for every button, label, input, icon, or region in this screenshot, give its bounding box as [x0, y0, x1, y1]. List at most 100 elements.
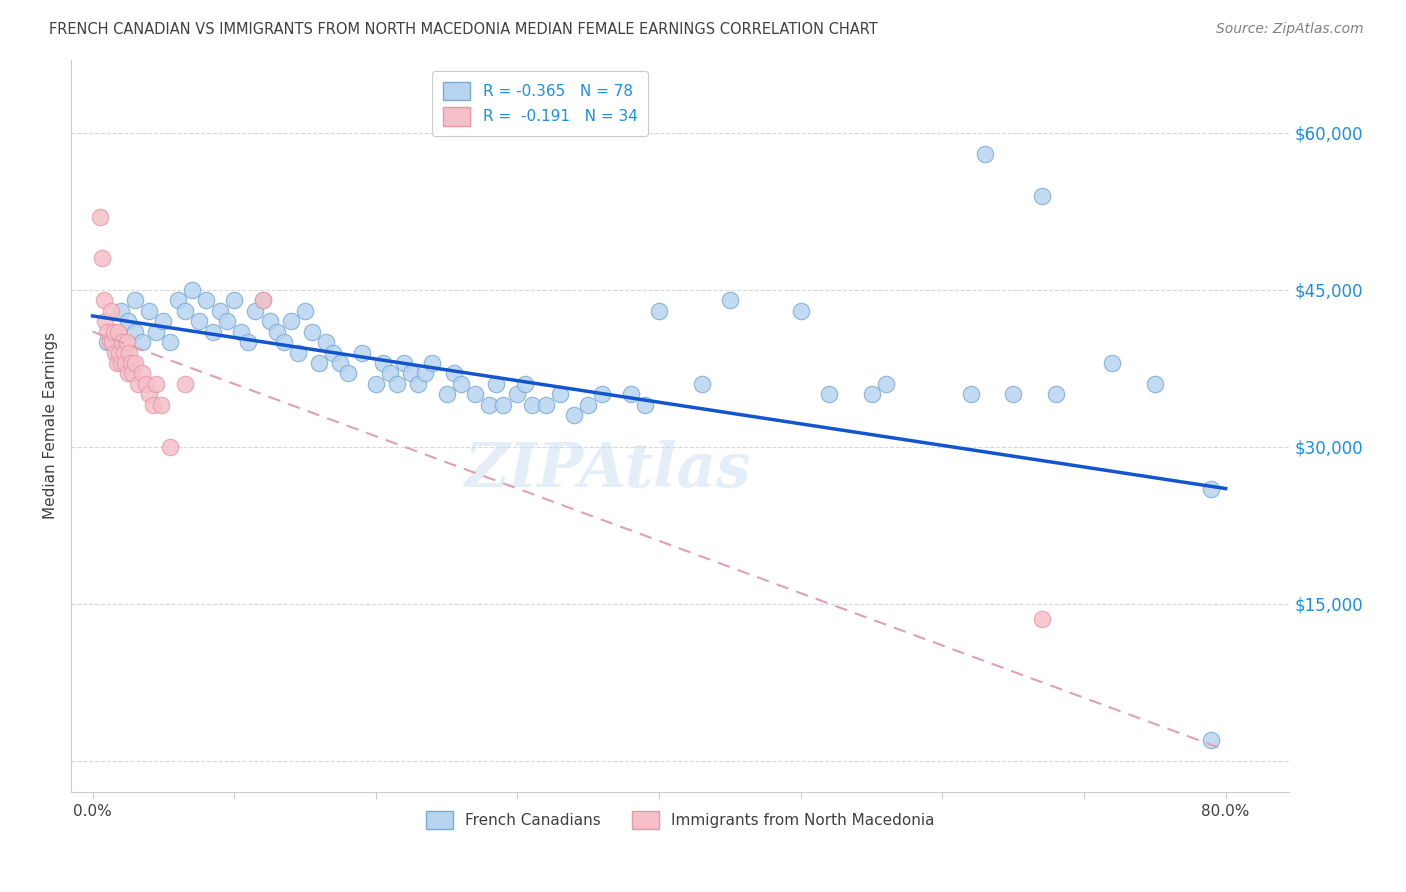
Point: [464, 387, 486, 401]
Point: [138, 387, 160, 401]
Point: [159, 440, 181, 454]
Point: [101, 334, 124, 349]
Point: [399, 367, 422, 381]
Point: [1031, 612, 1053, 626]
Point: [142, 398, 165, 412]
Text: FRENCH CANADIAN VS IMMIGRANTS FROM NORTH MACEDONIA MEDIAN FEMALE EARNINGS CORREL: FRENCH CANADIAN VS IMMIGRANTS FROM NORTH…: [49, 22, 877, 37]
Point: [591, 387, 613, 401]
Point: [315, 334, 337, 349]
Point: [385, 376, 408, 391]
Point: [245, 303, 267, 318]
Point: [959, 387, 981, 401]
Point: [98, 334, 121, 349]
Point: [217, 314, 239, 328]
Point: [1101, 356, 1123, 370]
Y-axis label: Median Female Earnings: Median Female Earnings: [44, 332, 58, 519]
Point: [252, 293, 274, 308]
Point: [273, 334, 295, 349]
Point: [294, 303, 316, 318]
Point: [93, 293, 115, 308]
Point: [322, 345, 344, 359]
Point: [1201, 732, 1223, 747]
Point: [1002, 387, 1025, 401]
Point: [1143, 376, 1166, 391]
Point: [350, 345, 373, 359]
Point: [121, 367, 143, 381]
Text: ZIPAtlas: ZIPAtlas: [464, 440, 751, 500]
Point: [120, 356, 142, 370]
Point: [159, 334, 181, 349]
Point: [548, 387, 571, 401]
Point: [145, 325, 167, 339]
Point: [371, 356, 394, 370]
Point: [231, 325, 253, 339]
Point: [408, 376, 430, 391]
Point: [100, 303, 122, 318]
Point: [860, 387, 883, 401]
Point: [173, 303, 195, 318]
Point: [194, 293, 217, 308]
Point: [117, 367, 139, 381]
Point: [111, 334, 134, 349]
Point: [392, 356, 415, 370]
Point: [131, 334, 153, 349]
Point: [1045, 387, 1067, 401]
Point: [187, 314, 209, 328]
Point: [96, 334, 118, 349]
Point: [478, 398, 501, 412]
Point: [252, 293, 274, 308]
Point: [135, 376, 157, 391]
Point: [118, 345, 141, 359]
Point: [124, 293, 146, 308]
Point: [648, 303, 671, 318]
Point: [562, 409, 585, 423]
Point: [308, 356, 330, 370]
Point: [96, 325, 118, 339]
Point: [634, 398, 657, 412]
Point: [973, 146, 995, 161]
Point: [108, 345, 131, 359]
Point: [124, 356, 146, 370]
Point: [138, 303, 160, 318]
Point: [103, 325, 125, 339]
Point: [1031, 188, 1053, 202]
Point: [166, 293, 188, 308]
Point: [364, 376, 387, 391]
Point: [620, 387, 643, 401]
Point: [89, 210, 111, 224]
Text: Source: ZipAtlas.com: Source: ZipAtlas.com: [1216, 22, 1364, 37]
Point: [173, 376, 195, 391]
Point: [112, 345, 135, 359]
Point: [280, 314, 302, 328]
Point: [180, 283, 202, 297]
Point: [266, 325, 288, 339]
Point: [114, 356, 136, 370]
Point: [690, 376, 713, 391]
Point: [110, 356, 132, 370]
Point: [124, 325, 146, 339]
Point: [110, 303, 132, 318]
Point: [329, 356, 352, 370]
Legend: French Canadians, Immigrants from North Macedonia: French Canadians, Immigrants from North …: [419, 805, 941, 836]
Point: [718, 293, 741, 308]
Point: [485, 376, 508, 391]
Point: [790, 303, 813, 318]
Point: [818, 387, 841, 401]
Point: [208, 303, 231, 318]
Point: [107, 325, 129, 339]
Point: [94, 314, 117, 328]
Point: [105, 356, 128, 370]
Point: [104, 345, 127, 359]
Point: [131, 367, 153, 381]
Point: [152, 314, 174, 328]
Point: [91, 252, 114, 266]
Point: [115, 334, 138, 349]
Point: [238, 334, 260, 349]
Point: [506, 387, 529, 401]
Point: [443, 367, 465, 381]
Point: [145, 376, 167, 391]
Point: [149, 398, 172, 412]
Point: [127, 376, 149, 391]
Point: [534, 398, 557, 412]
Point: [520, 398, 543, 412]
